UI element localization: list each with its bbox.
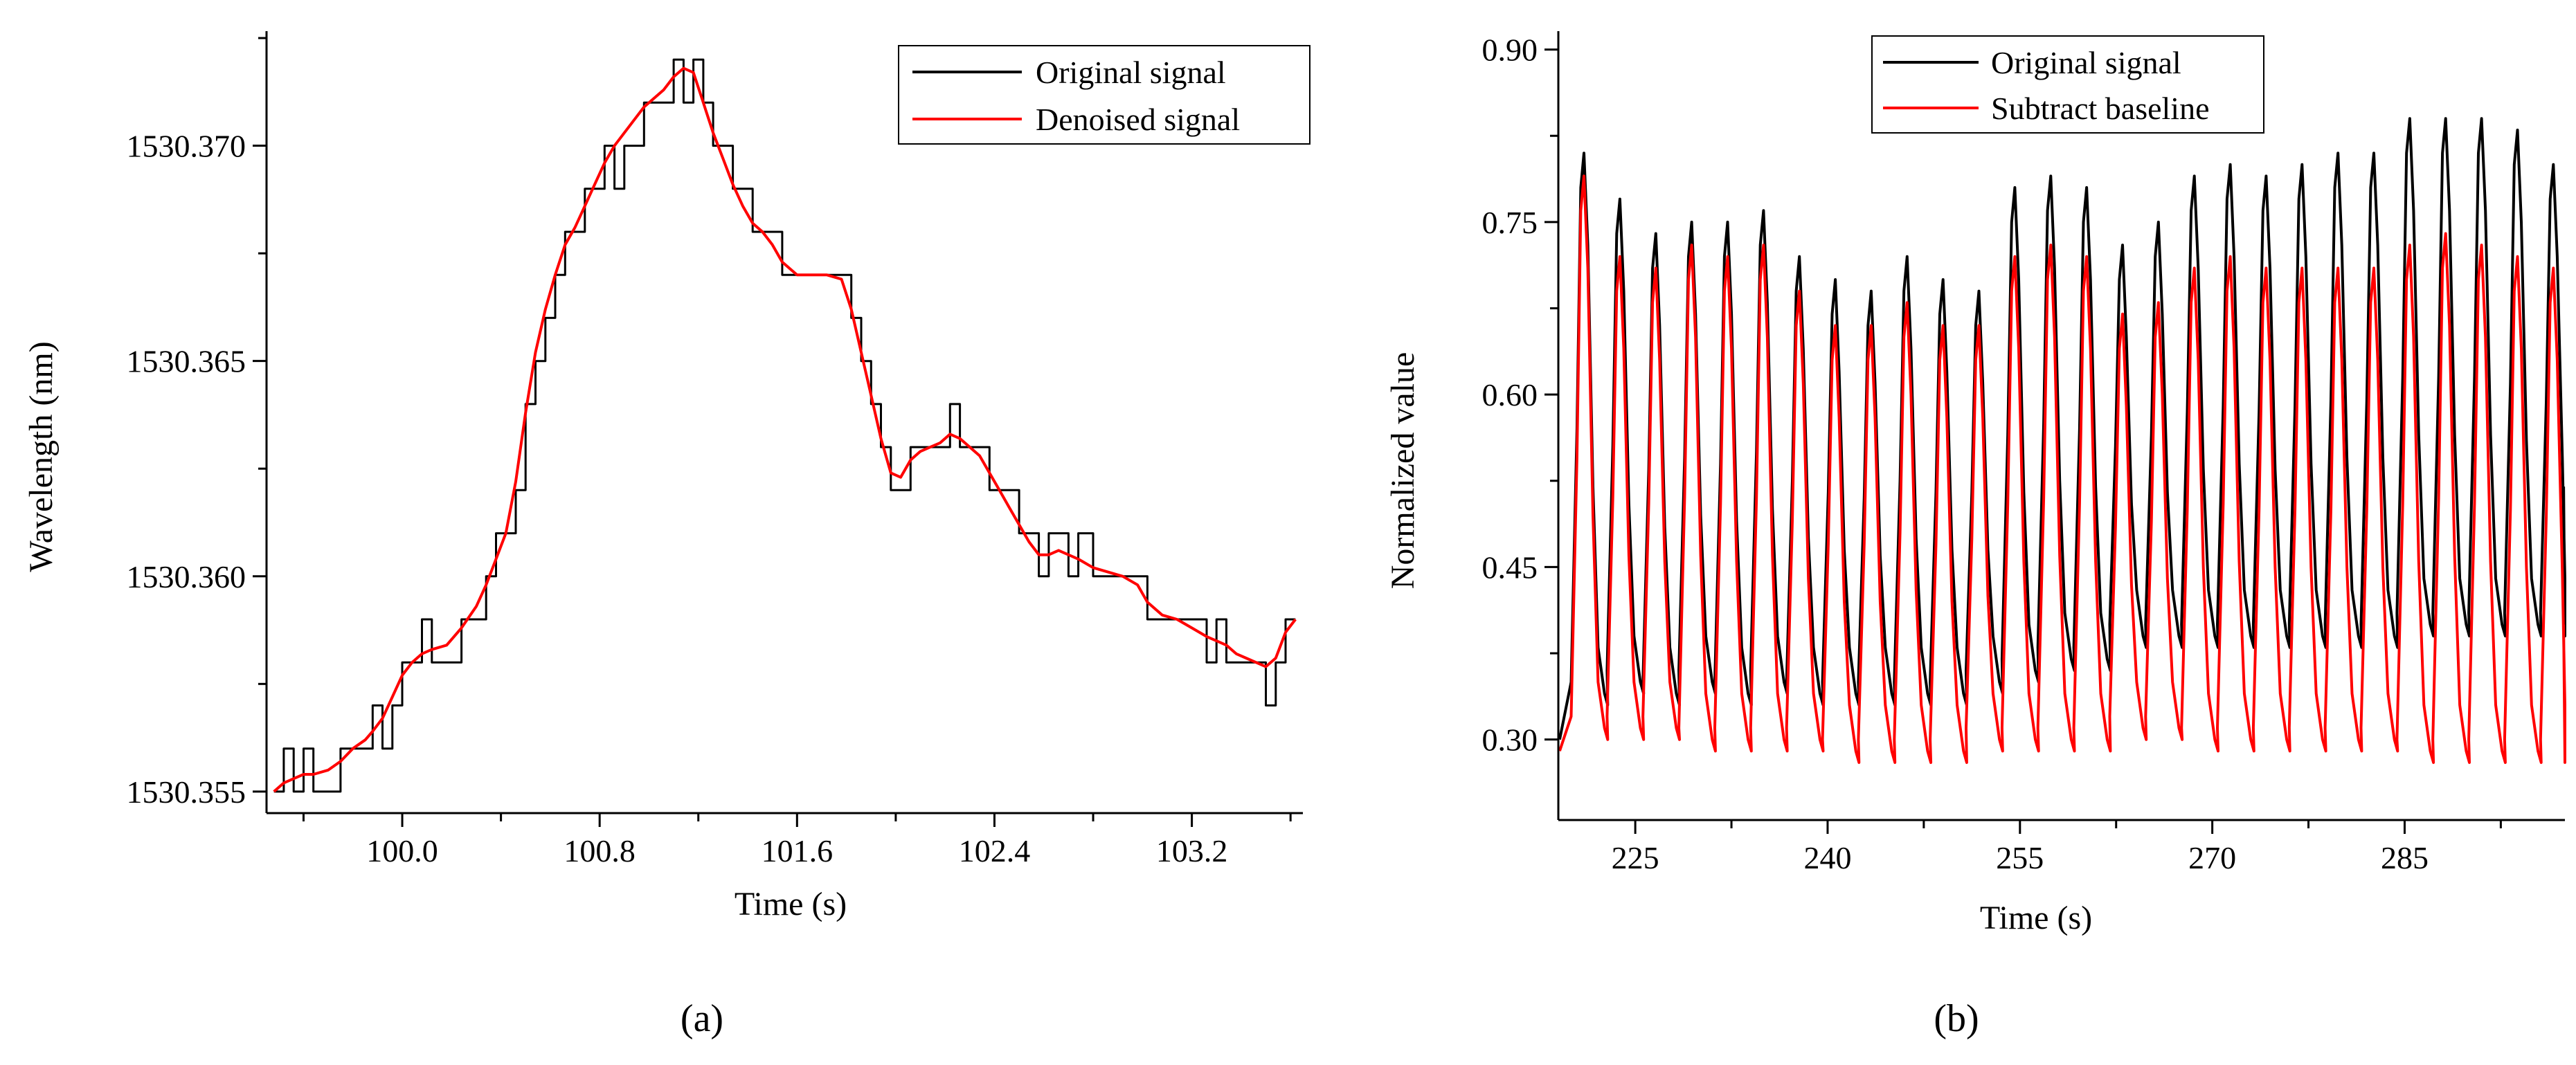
chart-a-y-tick-label: 1530.370 — [127, 129, 246, 164]
series-original-signal-a — [273, 58, 1296, 793]
chart-a-y-axis-label: Wavelength (nm) — [23, 341, 60, 572]
chart-a-axes — [265, 31, 1303, 814]
chart-b-x-ticks: 225 240 255 270 285 — [1612, 820, 2502, 875]
chart-b-x-tick-label: 240 — [1803, 840, 1851, 875]
chart-b-x-tick-label: 270 — [2188, 840, 2236, 875]
chart-a-x-tick-label: 100.8 — [564, 833, 636, 868]
chart-b-legend: Original signal Subtract baseline — [1871, 35, 2264, 134]
chart-b-y-tick-label: 0.30 — [1482, 722, 1538, 758]
chart-a-x-tick-label: 101.6 — [762, 833, 834, 868]
chart-b-x-tick-label: 225 — [1612, 840, 1659, 875]
chart-a-x-tick-label: 103.2 — [1156, 833, 1228, 868]
series-denoised-signal-a — [273, 66, 1297, 793]
chart-b-axes — [1557, 31, 2565, 821]
chart-b-x-tick-label: 255 — [1996, 840, 2044, 875]
chart-b-legend-label-subtract: Subtract baseline — [1991, 91, 2210, 126]
chart-a-y-ticks: 1530.355 1530.360 1530.365 1530.370 — [127, 37, 267, 810]
chart-a-panel-label: (a) — [681, 997, 723, 1040]
chart-a-x-axis-label: Time (s) — [735, 886, 847, 922]
chart-a-y-tick-label: 1530.365 — [127, 344, 246, 379]
chart-b-y-tick-label: 0.60 — [1482, 377, 1538, 412]
chart-b-y-tick-label: 0.45 — [1482, 549, 1538, 585]
chart-a-y-tick-label: 1530.360 — [127, 559, 246, 594]
chart-a-plot-area — [273, 58, 1297, 793]
chart-b-x-axis-label: Time (s) — [1980, 900, 2092, 936]
chart-a-x-tick-label: 100.0 — [366, 833, 438, 868]
chart-a-legend-label-original: Original signal — [1036, 55, 1226, 90]
chart-a-legend-box — [898, 45, 1310, 145]
chart-a-legend-label-denoised: Denoised signal — [1036, 102, 1240, 137]
chart-a-x-tick-label: 102.4 — [959, 833, 1031, 868]
chart-b-x-tick-label: 285 — [2381, 840, 2429, 875]
chart-a-legend: Original signal Denoised signal — [898, 45, 1310, 145]
chart-b-panel-label: (b) — [1934, 997, 1979, 1040]
chart-a-y-tick-label: 1530.355 — [127, 774, 246, 810]
chart-panel-a: 100.0 100.8 101.6 102.4 103.2 1530.3551530.3… — [23, 31, 1310, 1040]
chart-b-y-ticks: 0.30 0.45 0.60 0.75 0.90 — [1482, 33, 1558, 758]
chart-b-y-axis-label: Normalized value — [1385, 352, 1421, 590]
chart-b-legend-box — [1871, 35, 2264, 134]
chart-b-y-tick-label: 0.90 — [1482, 33, 1538, 68]
chart-panel-b: 225 240 255 270 285 0.30 0.45 0.60 0.75 0.90 Tim… — [1385, 31, 2566, 1040]
chart-b-y-tick-label: 0.75 — [1482, 205, 1538, 240]
chart-b-plot-area — [1558, 117, 2566, 764]
series-subtract-baseline-b — [1558, 174, 2566, 764]
chart-a-x-ticks: 100.0 100.8 101.6 102.4 103.2 — [302, 813, 1292, 868]
chart-b-legend-label-original: Original signal — [1991, 45, 2181, 80]
